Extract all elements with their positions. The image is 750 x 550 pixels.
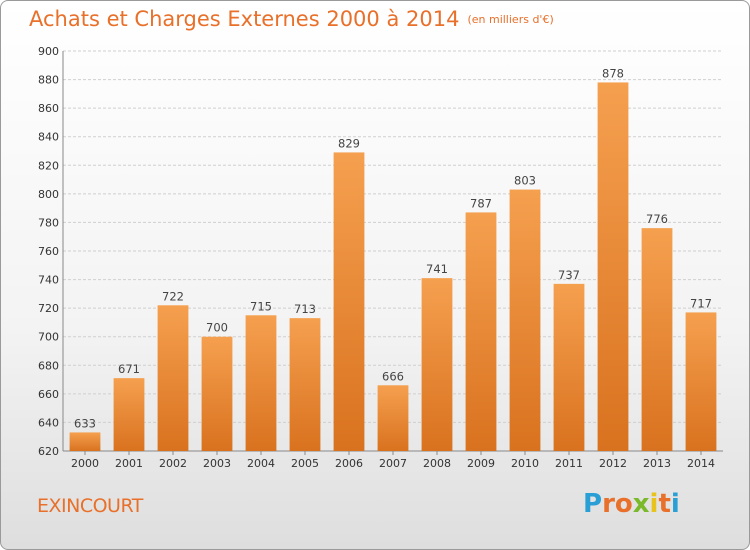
logo-letter: r bbox=[602, 489, 615, 519]
y-tick-label: 640 bbox=[38, 416, 59, 429]
value-label-2003: 700 bbox=[206, 321, 228, 335]
value-label-2013: 776 bbox=[646, 212, 668, 226]
value-label-2014: 717 bbox=[690, 296, 712, 310]
value-label-2008: 741 bbox=[426, 262, 448, 276]
y-tick-label: 660 bbox=[38, 388, 59, 401]
bar-2011 bbox=[553, 283, 585, 451]
value-label-2012: 878 bbox=[602, 66, 624, 80]
value-label-2002: 722 bbox=[162, 289, 184, 303]
chart-title: Achats et Charges Externes 2000 à 2014 (e… bbox=[29, 7, 554, 31]
bar-2007 bbox=[377, 385, 409, 451]
y-tick-label: 900 bbox=[38, 45, 59, 58]
value-label-2009: 787 bbox=[470, 196, 492, 210]
value-label-2007: 666 bbox=[382, 369, 404, 383]
y-tick-label: 840 bbox=[38, 131, 59, 144]
value-label-2006: 829 bbox=[338, 136, 360, 150]
bar-2006 bbox=[333, 152, 365, 451]
y-tick-label: 700 bbox=[38, 331, 59, 344]
commune-name: EXINCOURT bbox=[37, 495, 143, 517]
y-tick-label: 780 bbox=[38, 216, 59, 229]
y-tick-label: 820 bbox=[38, 159, 59, 172]
bar-2000 bbox=[69, 432, 101, 451]
y-tick-label: 880 bbox=[38, 74, 59, 87]
x-tick-label-2004: 2004 bbox=[247, 457, 275, 470]
bar-2001 bbox=[113, 378, 145, 451]
bar-2002 bbox=[157, 305, 189, 451]
bar-2012 bbox=[597, 82, 629, 451]
value-label-2000: 633 bbox=[74, 416, 96, 430]
bars bbox=[69, 82, 717, 452]
x-tick-label-2006: 2006 bbox=[335, 457, 363, 470]
value-label-2005: 713 bbox=[294, 302, 316, 316]
value-label-2001: 671 bbox=[118, 362, 140, 376]
bar-2008 bbox=[421, 278, 453, 451]
x-tick-label-2000: 2000 bbox=[71, 457, 99, 470]
y-tick-label: 800 bbox=[38, 188, 59, 201]
logo-letter: i bbox=[670, 489, 680, 519]
x-tick-label-2005: 2005 bbox=[291, 457, 319, 470]
logo-letter: t bbox=[658, 489, 671, 519]
x-tick-label-2011: 2011 bbox=[555, 457, 583, 470]
logo-letter: i bbox=[649, 489, 659, 519]
x-axis: 2000 2001 2002 2003 2004 2005 2006 2007 2008 2009… bbox=[71, 451, 715, 470]
value-label-2011: 737 bbox=[558, 268, 580, 282]
x-tick-label-2007: 2007 bbox=[379, 457, 407, 470]
x-tick-label-2008: 2008 bbox=[423, 457, 451, 470]
proxiti-logo: Proxiti bbox=[583, 489, 680, 519]
x-tick-label-2012: 2012 bbox=[599, 457, 627, 470]
bar-2005 bbox=[289, 318, 321, 451]
y-tick-label: 680 bbox=[38, 359, 59, 372]
y-tick-label: 740 bbox=[38, 274, 59, 287]
bar-2004 bbox=[245, 315, 277, 451]
bar-2014 bbox=[685, 312, 717, 451]
x-tick-label-2003: 2003 bbox=[203, 457, 231, 470]
bar-2003 bbox=[201, 336, 233, 451]
x-tick-label-2014: 2014 bbox=[687, 457, 715, 470]
x-tick-label-2001: 2001 bbox=[115, 457, 143, 470]
x-tick-label-2009: 2009 bbox=[467, 457, 495, 470]
bar-2010 bbox=[509, 189, 541, 452]
x-tick-label-2010: 2010 bbox=[511, 457, 539, 470]
logo-letter: x bbox=[632, 489, 650, 519]
bar-2009 bbox=[465, 212, 497, 451]
logo-letter: o bbox=[614, 489, 633, 519]
y-tick-label: 720 bbox=[38, 302, 59, 315]
y-tick-label: 620 bbox=[38, 445, 59, 458]
value-labels: 633 671 722 700 715 713 829 666 741 787 803 737 878 7… bbox=[74, 66, 712, 430]
value-label-2010: 803 bbox=[514, 174, 536, 188]
bar-2013 bbox=[641, 228, 673, 451]
x-tick-label-2002: 2002 bbox=[159, 457, 187, 470]
logo-letter: P bbox=[583, 489, 603, 519]
y-tick-label: 860 bbox=[38, 102, 59, 115]
x-tick-label-2013: 2013 bbox=[643, 457, 671, 470]
chart-title-text: Achats et Charges Externes 2000 à 2014 bbox=[29, 7, 460, 31]
y-tick-label: 760 bbox=[38, 245, 59, 258]
chart-subtitle: (en milliers d'€) bbox=[467, 13, 554, 26]
value-label-2004: 715 bbox=[250, 299, 272, 313]
